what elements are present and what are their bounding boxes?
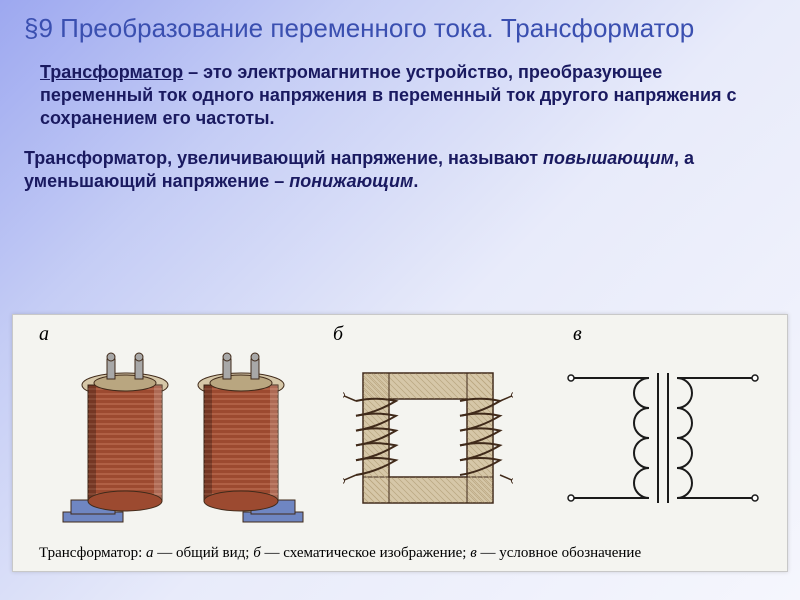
types-block: Трансформатор, увеличивающий напряжение,… xyxy=(0,135,800,198)
caption-b-text: — схематическое изображение; xyxy=(261,545,470,561)
caption-lead: Трансформатор: xyxy=(39,545,146,561)
transformer-general-view xyxy=(53,351,313,526)
types-end: . xyxy=(413,171,418,191)
figure-canvas: а б в xyxy=(33,323,767,523)
types-pre: Трансформатор, увеличивающий напряжение,… xyxy=(24,148,543,168)
types-up: повышающим xyxy=(543,148,674,168)
types-down: понижающим xyxy=(289,171,413,191)
definition-block: Трансформатор – это электромагнитное уст… xyxy=(0,51,800,135)
figure-label-c: в xyxy=(573,323,582,346)
figure-caption: Трансформатор: а — общий вид; б — схемат… xyxy=(39,544,767,563)
caption-b-label: б xyxy=(253,545,261,561)
transformer-symbol xyxy=(563,373,763,503)
figure-label-b: б xyxy=(333,323,343,346)
caption-a-text: — общий вид; xyxy=(154,545,254,561)
caption-a-label: а xyxy=(146,545,154,561)
section-title: §9 Преобразование переменного тока. Тран… xyxy=(0,0,800,51)
caption-c-text: — условное обозначение xyxy=(477,545,641,561)
figure-panel: а б в Трансформатор: а — общий вид; б — … xyxy=(12,314,788,572)
definition-term: Трансформатор xyxy=(40,62,183,82)
figure-label-a: а xyxy=(39,323,49,346)
transformer-schematic xyxy=(343,363,513,513)
